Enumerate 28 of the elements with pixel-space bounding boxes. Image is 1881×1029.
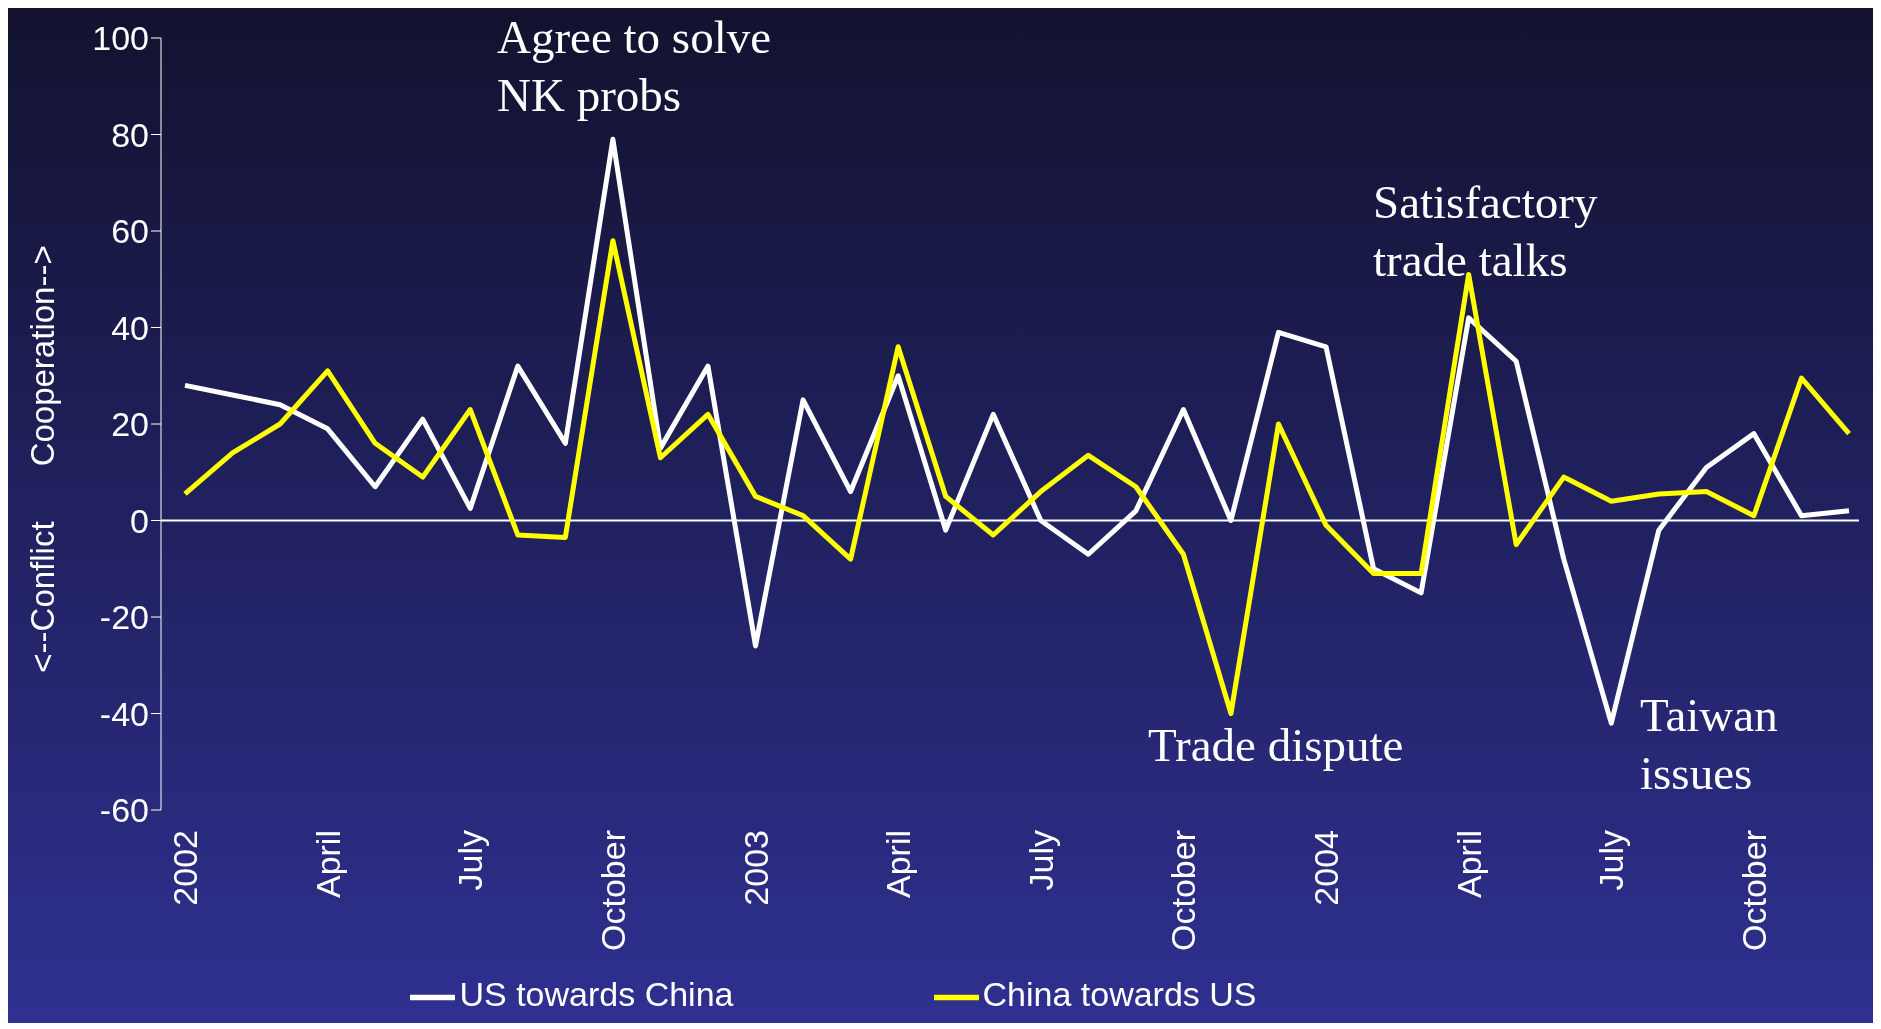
y-tick-label: 40	[111, 308, 149, 347]
x-tick-label: April	[308, 830, 347, 899]
y-tick-label: 20	[111, 405, 149, 444]
x-tick-label: 2003	[736, 830, 775, 906]
x-tick-label: 2004	[1307, 830, 1346, 906]
y-tick-label: -60	[99, 791, 149, 830]
y-tick-label: -20	[99, 598, 149, 637]
x-tick-label: April	[1449, 830, 1488, 899]
x-tick-label: October	[593, 830, 632, 951]
x-tick-label: October	[1734, 830, 1773, 951]
x-tick-label: October	[1164, 830, 1203, 951]
annotation: Trade dispute	[1148, 718, 1404, 773]
x-tick-label: July	[1021, 830, 1060, 891]
annotation: Agree to solve NK probs	[497, 10, 772, 123]
legend-label: US towards China	[459, 975, 734, 1014]
legend-label: China towards US	[982, 975, 1257, 1014]
y-tick-label: 60	[111, 212, 149, 251]
x-tick-label: July	[1592, 830, 1631, 891]
y-tick-label: 80	[111, 115, 149, 154]
y-tick-label: 0	[130, 501, 149, 540]
y-tick-label: 100	[92, 19, 149, 58]
y-tick-label: -40	[99, 694, 149, 733]
annotation: Satisfactory trade talks	[1373, 175, 1598, 288]
annotation: Taiwan issues	[1640, 688, 1778, 801]
x-tick-label: 2002	[166, 830, 204, 906]
x-tick-label: July	[451, 830, 490, 891]
x-tick-label: April	[879, 830, 918, 899]
y-axis-title: <--Conflict Cooperation-->	[23, 245, 61, 673]
